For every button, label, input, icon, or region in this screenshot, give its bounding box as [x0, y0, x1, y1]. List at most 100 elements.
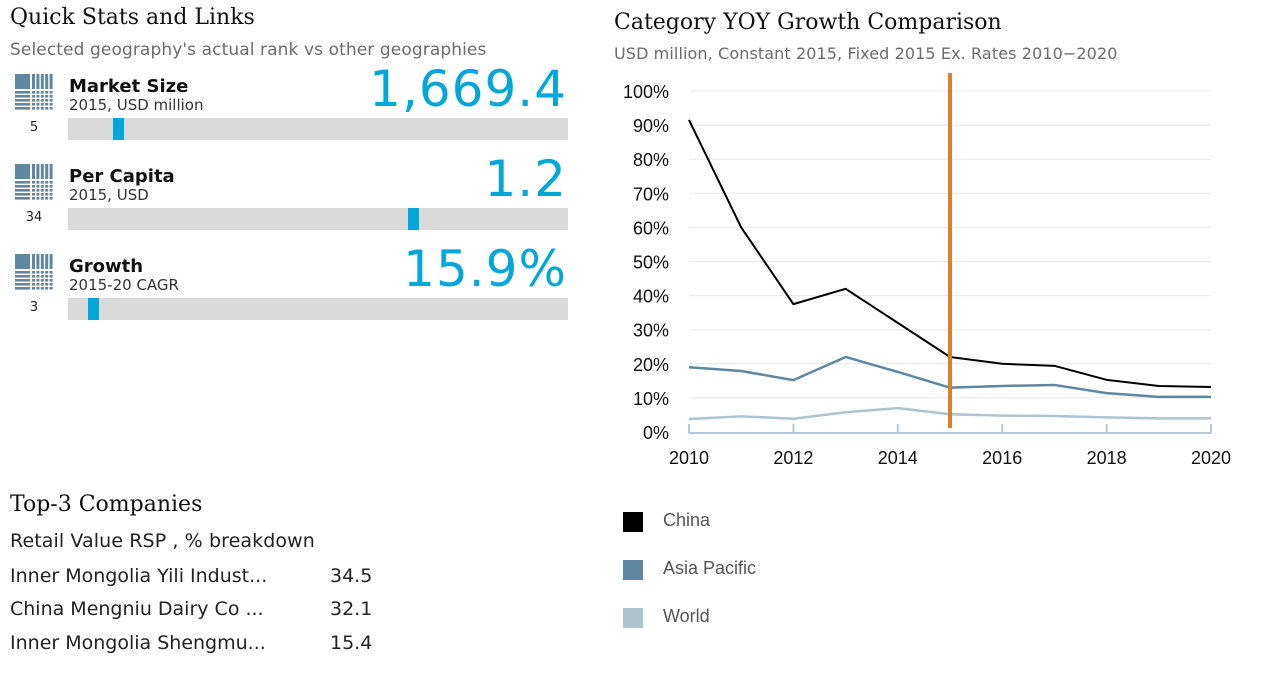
- grid-icon-cell: [49, 193, 53, 196]
- stat-label: Growth: [69, 256, 144, 277]
- grid-icon-cell: [40, 95, 44, 98]
- grid-icon-cell: [40, 181, 44, 184]
- grid-icon-cell: [32, 279, 35, 282]
- grid-icon-cell: [15, 107, 30, 110]
- rank-marker: [408, 208, 419, 230]
- grid-icon-cell: [45, 74, 49, 89]
- grid-icon-cell: [49, 107, 53, 110]
- stat-value: 1,669.4: [369, 60, 567, 118]
- grid-icon-cell: [32, 197, 35, 200]
- rank-track: [68, 298, 568, 320]
- grid-icon-cell: [49, 185, 53, 188]
- grid-icon-cell: [36, 279, 40, 282]
- grid-icon-cell: [36, 283, 40, 286]
- y-tick-label: 10%: [633, 389, 669, 409]
- grid-icon-cell: [40, 74, 44, 89]
- grid-icon-cell: [40, 185, 44, 188]
- grid-icon-cell: [36, 197, 40, 200]
- stat-label: Market Size: [69, 76, 189, 97]
- grid-icon-cell: [32, 95, 35, 98]
- stat-sublabel: 2015-20 CAGR: [69, 276, 179, 294]
- grid-icon-cell: [45, 193, 49, 196]
- legend-swatch: [623, 560, 643, 580]
- grid-icon-cell: [40, 283, 44, 286]
- grid-icon-cell: [45, 99, 49, 102]
- stat-growth: 3 Growth 2015-20 CAGR 15.9%: [0, 240, 580, 334]
- company-name: China Mengniu Dairy Co ...: [10, 598, 264, 620]
- y-tick-label: 50%: [633, 253, 669, 273]
- grid-icon-cell: [32, 193, 35, 196]
- grid-icon-cell: [49, 287, 53, 290]
- grid-icon-cell: [15, 181, 30, 184]
- company-name: Inner Mongolia Yili Indust...: [10, 565, 268, 587]
- grid-icon-cell: [49, 95, 53, 98]
- grid-icon-cell: [49, 254, 53, 269]
- stat-label: Per Capita: [69, 166, 175, 187]
- y-tick-label: 20%: [633, 355, 669, 375]
- grid-icon-cell: [49, 189, 53, 192]
- grid-icon-cell: [15, 185, 30, 188]
- x-tick-label: 2016: [982, 448, 1022, 468]
- grid-icon-cell: [15, 279, 30, 282]
- grid-icon-cell: [32, 283, 35, 286]
- y-tick-label: 0%: [643, 423, 669, 443]
- grid-icon-cell: [36, 193, 40, 196]
- grid-icon-cell: [36, 99, 40, 102]
- top-companies-subtitle: Retail Value RSP , % breakdown: [10, 530, 315, 552]
- grid-icon-cell: [45, 181, 49, 184]
- grid-icon-cell: [40, 164, 44, 179]
- grid-icon-cell: [36, 189, 40, 192]
- grid-icon-cell: [40, 254, 44, 269]
- y-tick-label: 100%: [623, 82, 669, 102]
- y-axis: 0% 10% 20% 30% 40% 50% 60% 70% 80% 90% 100%: [623, 82, 669, 443]
- grid-icon-cell: [49, 197, 53, 200]
- grid-icon-cell: [36, 275, 40, 278]
- x-tick-label: 2010: [669, 448, 709, 468]
- grid-icon-cell: [15, 271, 30, 274]
- grid-icon-cell: [15, 287, 30, 290]
- grid-icon-cell: [45, 185, 49, 188]
- grid-icon-cell: [36, 95, 40, 98]
- grid-icon-cell: [40, 91, 44, 94]
- stat-value: 15.9%: [403, 240, 567, 298]
- x-axis: 2010 2012 2014 2016 2018 2020: [669, 424, 1231, 468]
- grid-icon-cell: [15, 197, 30, 200]
- grid-icon-cell: [45, 95, 49, 98]
- grid-icon-cell: [40, 287, 44, 290]
- grid-icon-cell: [32, 185, 35, 188]
- top-companies-title: Top-3 Companies: [10, 492, 203, 517]
- rank-marker: [88, 298, 99, 320]
- grid-icon-cell: [15, 164, 30, 179]
- grid-icon-cell: [45, 107, 49, 110]
- y-tick-label: 80%: [633, 150, 669, 170]
- grid-icon-cell: [49, 91, 53, 94]
- rank-track: [68, 208, 568, 230]
- quick-stats-title: Quick Stats and Links: [10, 5, 255, 30]
- grid-icon-cell: [45, 275, 49, 278]
- grid-icon-cell: [15, 103, 30, 106]
- grid-icon-cell: [49, 275, 53, 278]
- company-share: 34.5: [330, 565, 373, 587]
- stat-sublabel: 2015, USD: [69, 186, 149, 204]
- legend-swatch: [623, 512, 643, 532]
- grid-icon-cell: [32, 107, 35, 110]
- grid-icon-cell: [15, 193, 30, 196]
- grid-icon-cell: [32, 181, 35, 184]
- stat-rank: 34: [25, 210, 43, 225]
- grid-icon-cell: [40, 193, 44, 196]
- y-tick-label: 70%: [633, 184, 669, 204]
- stat-value: 1.2: [484, 150, 567, 208]
- line-chart: 0%10%20%30%40%50%60%70%80%90%100% 2010 20…: [623, 73, 1231, 468]
- grid-icon-cell: [40, 107, 44, 110]
- x-tick-label: 2020: [1191, 448, 1231, 468]
- grid-icon-cell: [40, 279, 44, 282]
- grid-icon-cell: [49, 99, 53, 102]
- grid-icon-cell: [40, 103, 44, 106]
- grid-rank-icon: [15, 164, 53, 200]
- grid-icon-cell: [40, 189, 44, 192]
- grid-rank-icon: [15, 254, 53, 290]
- grid-icon-cell: [40, 197, 44, 200]
- rank-track: [68, 118, 568, 140]
- grid-icon-cell: [32, 275, 35, 278]
- grid-icon-cell: [40, 271, 44, 274]
